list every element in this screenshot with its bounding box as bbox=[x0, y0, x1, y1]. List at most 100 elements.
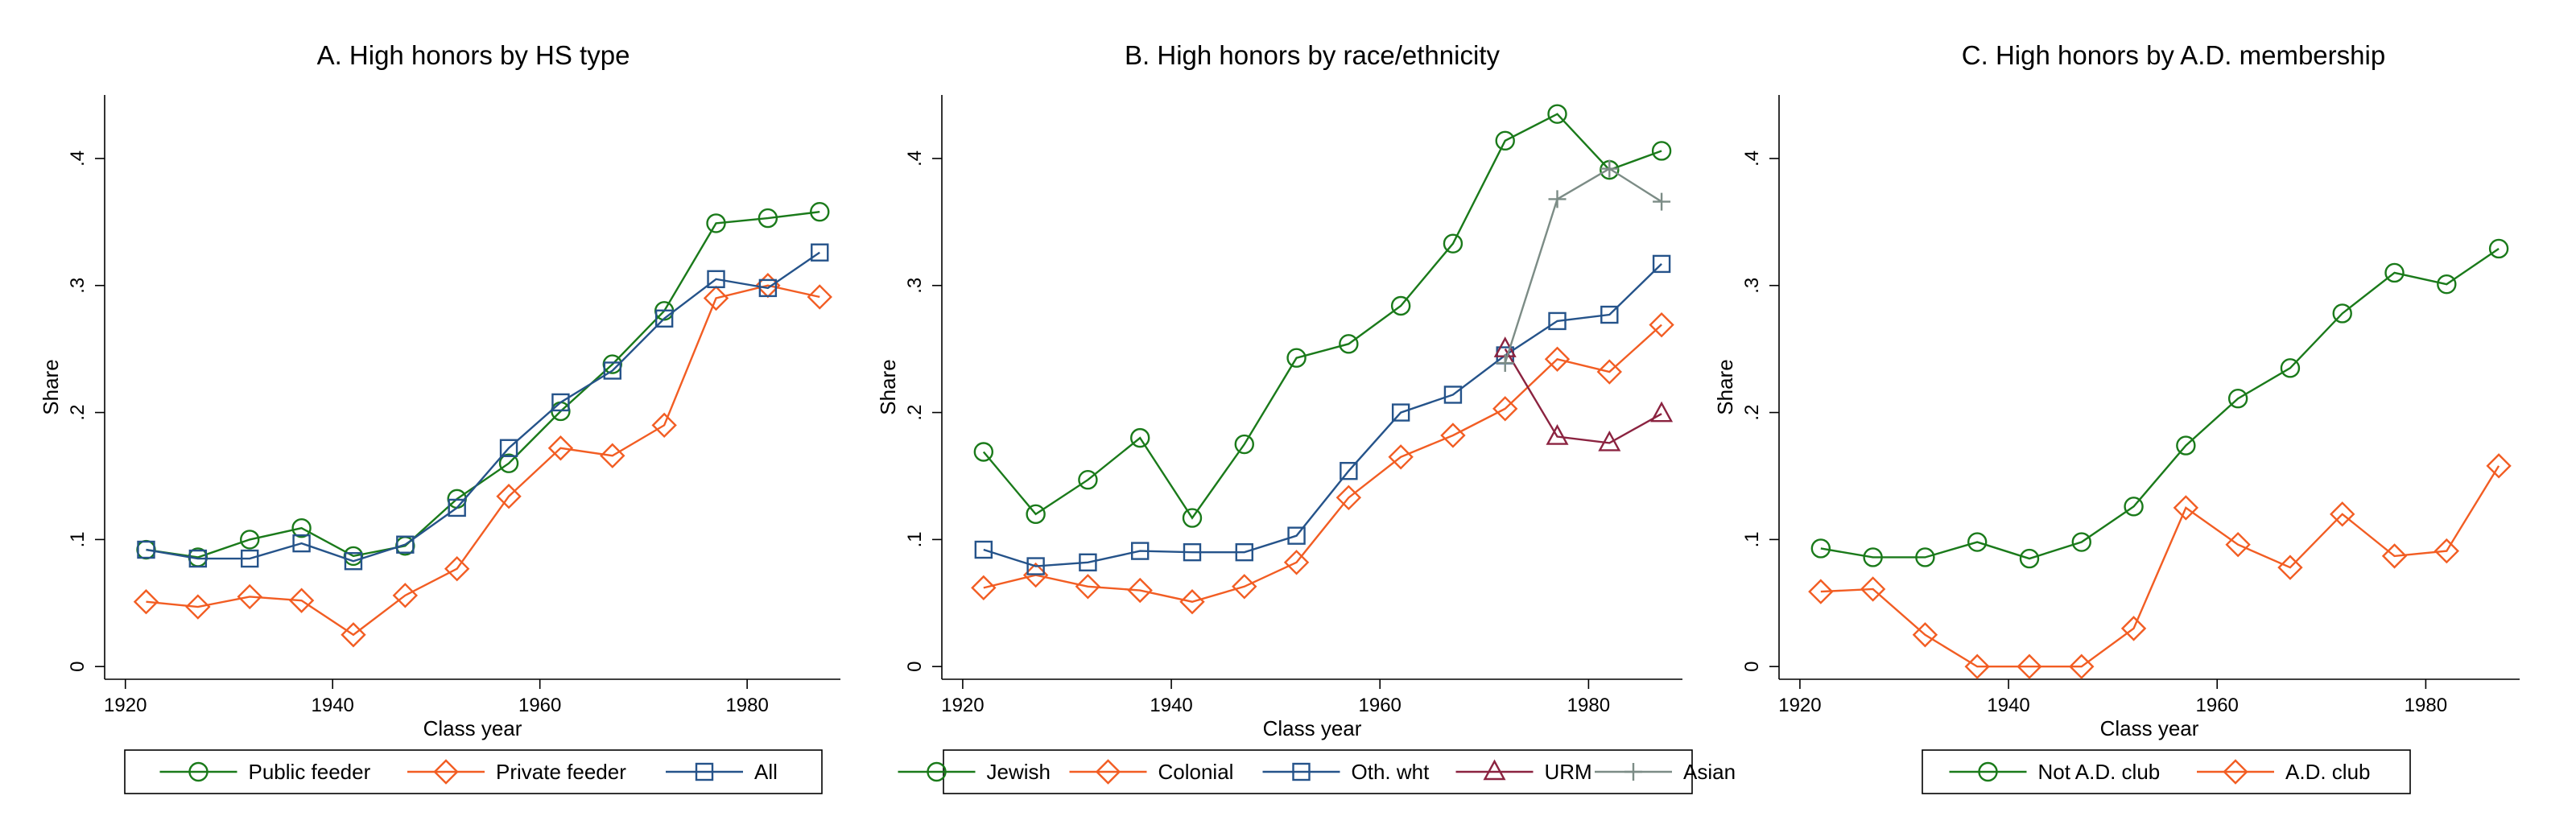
y-tick-label: .2 bbox=[67, 405, 89, 421]
data-point bbox=[185, 594, 211, 620]
data-point bbox=[133, 589, 159, 615]
data-point bbox=[1235, 542, 1253, 562]
data-point bbox=[1026, 504, 1046, 525]
data-point bbox=[396, 535, 415, 554]
data-point bbox=[1596, 359, 1622, 385]
legend-item: A.D. club bbox=[2197, 759, 2371, 785]
data-point bbox=[1600, 159, 1619, 178]
x-tick-label: 1960 bbox=[518, 695, 561, 716]
data-point bbox=[1863, 547, 1883, 567]
series-jewish bbox=[973, 104, 1672, 528]
data-point bbox=[1600, 305, 1619, 324]
legend-label: Not A.D. club bbox=[2038, 760, 2161, 784]
data-point bbox=[2330, 501, 2355, 527]
y-tick-label: .4 bbox=[1741, 150, 1763, 167]
x-tick-label: 1940 bbox=[312, 695, 354, 716]
data-point bbox=[1860, 576, 1886, 602]
legend-label: URM bbox=[1545, 760, 1592, 784]
legend-label: Oth. wht bbox=[1352, 760, 1430, 784]
x-axis-label: Class year bbox=[423, 716, 522, 740]
legend-key-marker bbox=[188, 761, 208, 782]
data-point bbox=[1340, 461, 1358, 480]
legend-label: All bbox=[754, 760, 778, 784]
series-line bbox=[1820, 247, 2500, 560]
y-tick-label: .1 bbox=[67, 531, 89, 547]
data-point bbox=[2277, 555, 2303, 580]
data-point bbox=[603, 361, 621, 380]
y-tick-label: .4 bbox=[67, 150, 89, 167]
data-point bbox=[1440, 423, 1466, 448]
x-axis-label: Class year bbox=[1263, 716, 1362, 740]
data-point bbox=[1390, 295, 1411, 316]
series-line bbox=[1504, 167, 1662, 364]
series-line bbox=[1820, 465, 2500, 668]
legend: Not A.D. club A.D. club bbox=[1922, 749, 2411, 794]
data-point bbox=[496, 484, 522, 509]
data-point bbox=[2120, 616, 2147, 641]
series-public-feeder bbox=[136, 202, 830, 567]
legend-item: Asian bbox=[1595, 760, 1736, 784]
series-line bbox=[982, 113, 1662, 520]
data-point bbox=[1026, 557, 1045, 575]
data-point bbox=[1130, 542, 1150, 560]
data-point bbox=[1598, 430, 1621, 451]
data-point bbox=[1495, 130, 1515, 151]
series-a-d-club bbox=[1808, 453, 2512, 679]
data-point bbox=[1283, 550, 1310, 575]
series-asian bbox=[1496, 159, 1671, 373]
data-point bbox=[1912, 622, 1938, 648]
data-point bbox=[1651, 141, 1672, 161]
legend-label: Private feeder bbox=[496, 760, 626, 784]
panel-1: A. High honors by HS type 0 .1 .2 .3 .4 1920 19… bbox=[39, 40, 840, 794]
x-tick-label: 1980 bbox=[2405, 695, 2447, 716]
data-point bbox=[807, 284, 832, 310]
series-line bbox=[146, 251, 820, 563]
data-point bbox=[1492, 396, 1518, 422]
data-point bbox=[2280, 358, 2301, 378]
data-point bbox=[1287, 526, 1306, 545]
data-point bbox=[2225, 532, 2251, 558]
legend-label: Public feeder bbox=[249, 760, 371, 784]
data-point bbox=[1496, 354, 1514, 373]
series-line bbox=[146, 211, 820, 559]
series-private-feeder bbox=[133, 273, 832, 648]
data-point bbox=[2227, 389, 2248, 409]
legend-item: URM bbox=[1455, 759, 1592, 784]
data-point bbox=[2381, 543, 2408, 569]
data-point bbox=[448, 498, 466, 517]
data-point bbox=[1810, 538, 1831, 559]
legend: Public feeder Private feeder All bbox=[124, 749, 823, 794]
data-point bbox=[651, 412, 677, 439]
data-point bbox=[1335, 484, 1362, 511]
legend-item: Colonial bbox=[1069, 759, 1234, 785]
data-point bbox=[758, 278, 778, 298]
y-tick-label: .1 bbox=[1741, 531, 1763, 547]
data-point bbox=[1127, 577, 1153, 604]
data-point bbox=[1179, 589, 1205, 615]
y-axis-label: Share bbox=[1713, 359, 1737, 414]
legend-key-marker bbox=[927, 761, 947, 782]
series-colonial bbox=[971, 311, 1674, 615]
legend-item: Oth. wht bbox=[1262, 760, 1430, 784]
series-line bbox=[983, 263, 1662, 567]
data-point bbox=[1548, 190, 1567, 208]
data-point bbox=[444, 555, 470, 582]
x-tick-label: 1920 bbox=[1778, 695, 1821, 716]
data-point bbox=[1443, 233, 1463, 254]
legend-label: Colonial bbox=[1158, 760, 1234, 784]
x-tick-label: 1920 bbox=[104, 695, 147, 716]
legend-key-marker bbox=[2223, 759, 2248, 785]
data-point bbox=[811, 243, 829, 262]
data-point bbox=[1129, 427, 1150, 448]
data-point bbox=[1650, 401, 1674, 423]
data-point bbox=[2124, 497, 2144, 517]
x-tick-label: 1940 bbox=[1150, 695, 1192, 716]
data-point bbox=[241, 549, 259, 568]
data-point bbox=[292, 534, 311, 553]
series-not-a-d-club bbox=[1810, 238, 2509, 569]
legend-item: All bbox=[666, 760, 778, 784]
y-tick-label: 0 bbox=[904, 662, 926, 672]
series-line bbox=[983, 324, 1662, 603]
data-point bbox=[288, 588, 315, 613]
series-all bbox=[137, 243, 829, 571]
